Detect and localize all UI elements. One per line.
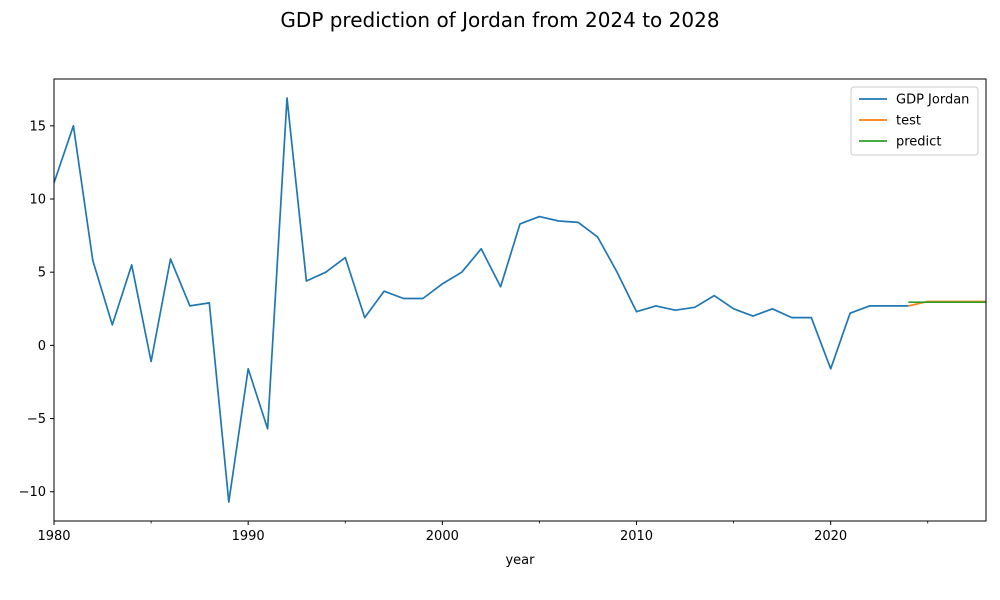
y-tick-label: −10 <box>19 485 46 500</box>
plot-frame <box>53 78 987 522</box>
x-tick-label: 2010 <box>620 529 653 544</box>
x-axis-label: year <box>505 553 535 568</box>
series-line-gdp-jordan <box>54 97 909 503</box>
x-tick-label: 2000 <box>426 529 459 544</box>
legend-label: test <box>896 114 921 129</box>
legend-label: predict <box>896 135 941 150</box>
legend-box <box>850 86 979 156</box>
y-tick-label: 0 <box>38 339 46 354</box>
y-tick-label: 5 <box>38 266 46 281</box>
x-tick-label: 2020 <box>814 529 847 544</box>
legend-label: GDP Jordan <box>896 93 969 108</box>
x-tick-label: 1980 <box>37 529 70 544</box>
y-tick-label: 10 <box>29 193 46 208</box>
legend: GDP Jordan test predict <box>850 86 979 156</box>
chart-title: GDP prediction of Jordan from 2024 to 20… <box>280 8 720 32</box>
y-tick-label: −5 <box>27 412 46 427</box>
x-tick-label: 1990 <box>232 529 265 544</box>
y-tick-label: 15 <box>29 119 46 134</box>
